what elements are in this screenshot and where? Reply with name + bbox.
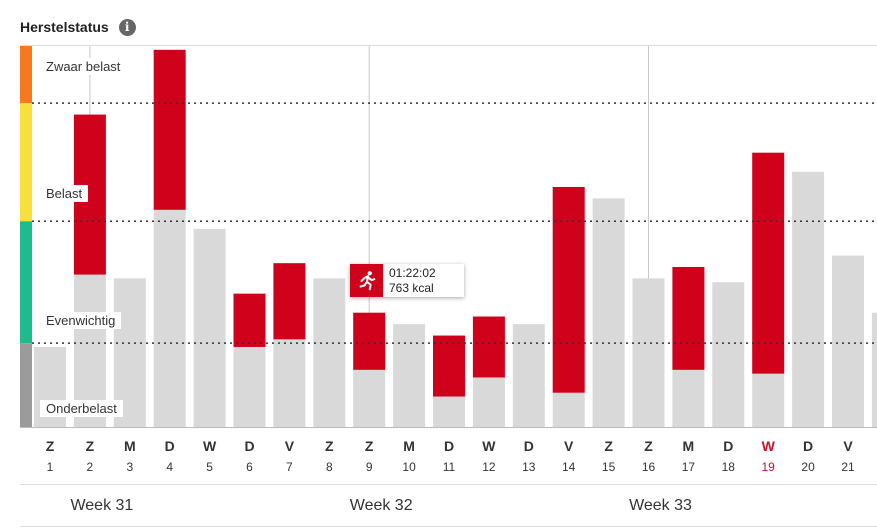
base-bar-5 (193, 228, 226, 427)
day-number-18: 18 (721, 460, 735, 474)
page-title: Herstelstatus (20, 19, 109, 35)
day-number-12: 12 (482, 460, 496, 474)
tooltip-text: 01:22:02 763 kcal (383, 264, 442, 297)
day-number-20: 20 (801, 460, 815, 474)
day-letter-22: Z (868, 438, 877, 454)
day-letter-15: Z (604, 438, 613, 454)
base-bar-10 (393, 324, 426, 427)
base-bar-6 (233, 346, 266, 427)
day-letter-18: D (723, 438, 734, 454)
training-bar-4 (153, 49, 186, 210)
base-bar-11 (433, 396, 465, 427)
info-icon[interactable]: i (118, 18, 136, 36)
day-letter-7: V (284, 438, 295, 454)
day-letter-9: Z (364, 438, 374, 454)
activity-tooltip: 01:22:02 763 kcal (350, 264, 464, 297)
base-bar-7 (273, 339, 306, 427)
base-bar-13 (512, 324, 545, 427)
day-number-11: 11 (442, 460, 456, 474)
day-number-22: 22 (868, 460, 877, 474)
day-letter-10: M (403, 438, 415, 454)
base-bar-21 (832, 255, 864, 427)
base-bar-16 (632, 278, 665, 427)
day-number-10: 10 (402, 460, 416, 474)
day-number-14: 14 (562, 460, 576, 474)
base-bar-4 (153, 209, 186, 427)
day-number-3: 3 (126, 460, 134, 474)
zone-strip-1 (20, 46, 32, 104)
training-bar-11 (433, 335, 465, 397)
day-number-9: 9 (365, 460, 373, 474)
base-bar-17 (672, 369, 705, 427)
base-bar-22 (871, 312, 877, 427)
day-letter-4: D (164, 438, 175, 454)
training-bar-9 (353, 312, 386, 370)
zone-label-loaded: Belast (40, 185, 89, 202)
day-letter-17: M (682, 438, 695, 454)
day-letter-14: V (564, 438, 574, 454)
training-bar-7 (273, 263, 306, 340)
training-bar-12 (472, 316, 505, 378)
day-number-2: 2 (86, 460, 94, 474)
base-bar-8 (313, 278, 346, 427)
day-letter-19: W (761, 438, 775, 454)
header-divider (20, 45, 877, 46)
day-number-6: 6 (246, 460, 253, 474)
day-number-5: 5 (206, 460, 213, 474)
week-label-2[interactable]: Week 32 (349, 497, 413, 514)
day-number-4: 4 (166, 460, 174, 474)
training-bar-14 (552, 186, 585, 393)
base-bar-20 (792, 171, 825, 427)
day-letter-5: W (202, 438, 217, 454)
day-number-15: 15 (601, 460, 616, 474)
recovery-chart (20, 46, 877, 428)
day-number-19: 19 (761, 460, 775, 474)
zone-strip-3 (20, 221, 32, 344)
day-number-16: 16 (641, 460, 656, 474)
day-number-8: 8 (325, 460, 333, 474)
tooltip-duration: 01:22:02 (389, 266, 436, 280)
week-label-1[interactable]: Week 31 (70, 497, 134, 514)
base-bar-14 (552, 392, 585, 427)
base-bar-9 (353, 369, 386, 427)
axis-divider (20, 484, 877, 485)
zone-label-balanced: Evenwichtig (40, 312, 122, 329)
chart-header: Herstelstatus i (20, 17, 136, 37)
base-bar-12 (472, 377, 505, 427)
zone-strip-4 (20, 343, 32, 427)
training-bar-17 (672, 266, 705, 370)
bottom-divider (20, 526, 877, 527)
day-letter-20: D (803, 438, 814, 454)
day-letter-11: D (443, 438, 455, 454)
day-number-17: 17 (681, 460, 696, 474)
zone-strip-2 (20, 103, 32, 222)
day-letter-2: Z (85, 438, 95, 454)
training-bar-6 (233, 293, 266, 347)
running-icon (350, 264, 383, 297)
day-letter-12: W (482, 438, 496, 454)
week-label-3[interactable]: Week 33 (629, 497, 692, 514)
day-letter-8: Z (325, 438, 334, 454)
zone-label-heavy: Zwaar belast (40, 58, 127, 75)
day-letter-3: M (123, 438, 136, 454)
training-bar-19 (752, 152, 785, 374)
base-bar-18 (712, 282, 745, 427)
day-number-7: 7 (286, 460, 293, 474)
zone-label-under: Onderbelast (40, 400, 123, 417)
day-letter-16: Z (644, 438, 653, 454)
base-bar-19 (752, 373, 785, 427)
day-letter-6: D (244, 438, 255, 454)
day-letter-1: Z (45, 438, 55, 454)
day-letter-13: D (523, 438, 534, 454)
tooltip-calories: 763 kcal (389, 281, 434, 295)
day-number-1: 1 (46, 460, 54, 474)
day-number-21: 21 (841, 460, 855, 474)
day-letter-21: V (843, 438, 853, 454)
base-bar-15 (592, 198, 625, 427)
day-number-13: 13 (522, 460, 536, 474)
